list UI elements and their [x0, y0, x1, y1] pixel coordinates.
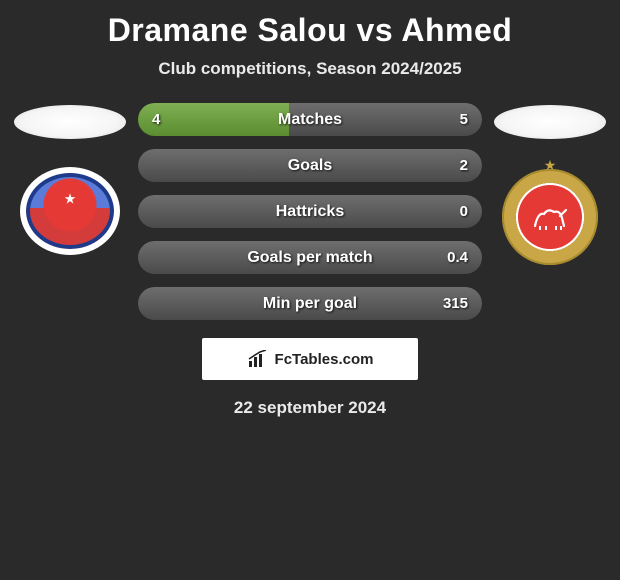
stat-label: Matches [138, 103, 482, 136]
subtitle: Club competitions, Season 2024/2025 [0, 59, 620, 79]
comparison-card: Dramane Salou vs Ahmed Club competitions… [0, 0, 620, 418]
camel-icon [518, 185, 582, 249]
stat-label: Min per goal [138, 287, 482, 320]
chart-icon [247, 350, 269, 368]
stat-label: Goals [138, 149, 482, 182]
stats-column: Matches4 5 Goals2 Hattricks0 Goals per match… [130, 103, 490, 320]
right-column: ★ [490, 103, 610, 267]
stat-value-right: 0.4 [447, 241, 468, 274]
club-badge-right: ★ [500, 167, 600, 267]
player-avatar-right [494, 105, 606, 139]
date-label: 22 september 2024 [0, 398, 620, 418]
brand-label: FcTables.com [275, 351, 374, 368]
player-avatar-left [14, 105, 126, 139]
page-title: Dramane Salou vs Ahmed [0, 8, 620, 59]
stat-value-left: 4 [152, 103, 160, 136]
stat-value-right: 315 [443, 287, 468, 320]
stat-row: Goals2 [138, 149, 482, 182]
stat-value-right: 2 [460, 149, 468, 182]
club-badge-left: ★ [20, 167, 120, 267]
star-icon: ★ [64, 190, 77, 207]
stat-row: Goals per match0.4 [138, 241, 482, 274]
brand-box[interactable]: FcTables.com [202, 338, 418, 380]
stat-label: Goals per match [138, 241, 482, 274]
left-column: ★ [10, 103, 130, 267]
stat-row: Hattricks0 [138, 195, 482, 228]
stat-value-right: 5 [460, 103, 468, 136]
stat-row: Min per goal315 [138, 287, 482, 320]
stat-label: Hattricks [138, 195, 482, 228]
main-row: ★ Matches4 5 Goals2 Hattricks0 Goals per mat… [0, 103, 620, 320]
stat-row: Matches4 5 [138, 103, 482, 136]
stat-value-right: 0 [460, 195, 468, 228]
